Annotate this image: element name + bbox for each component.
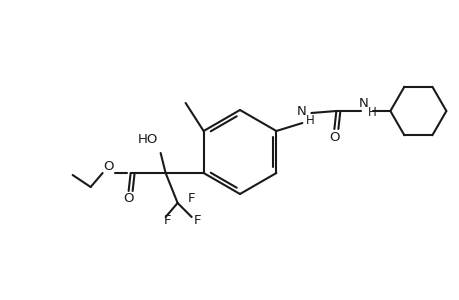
Text: HO: HO [137, 133, 157, 146]
Text: F: F [187, 193, 195, 206]
Text: F: F [163, 214, 171, 227]
Text: F: F [193, 214, 201, 227]
Text: N: N [296, 104, 306, 118]
Text: O: O [328, 130, 339, 143]
Text: H: H [367, 106, 376, 118]
Text: N: N [358, 97, 368, 110]
Text: O: O [123, 193, 134, 206]
Text: H: H [305, 113, 314, 127]
Text: O: O [103, 160, 114, 172]
